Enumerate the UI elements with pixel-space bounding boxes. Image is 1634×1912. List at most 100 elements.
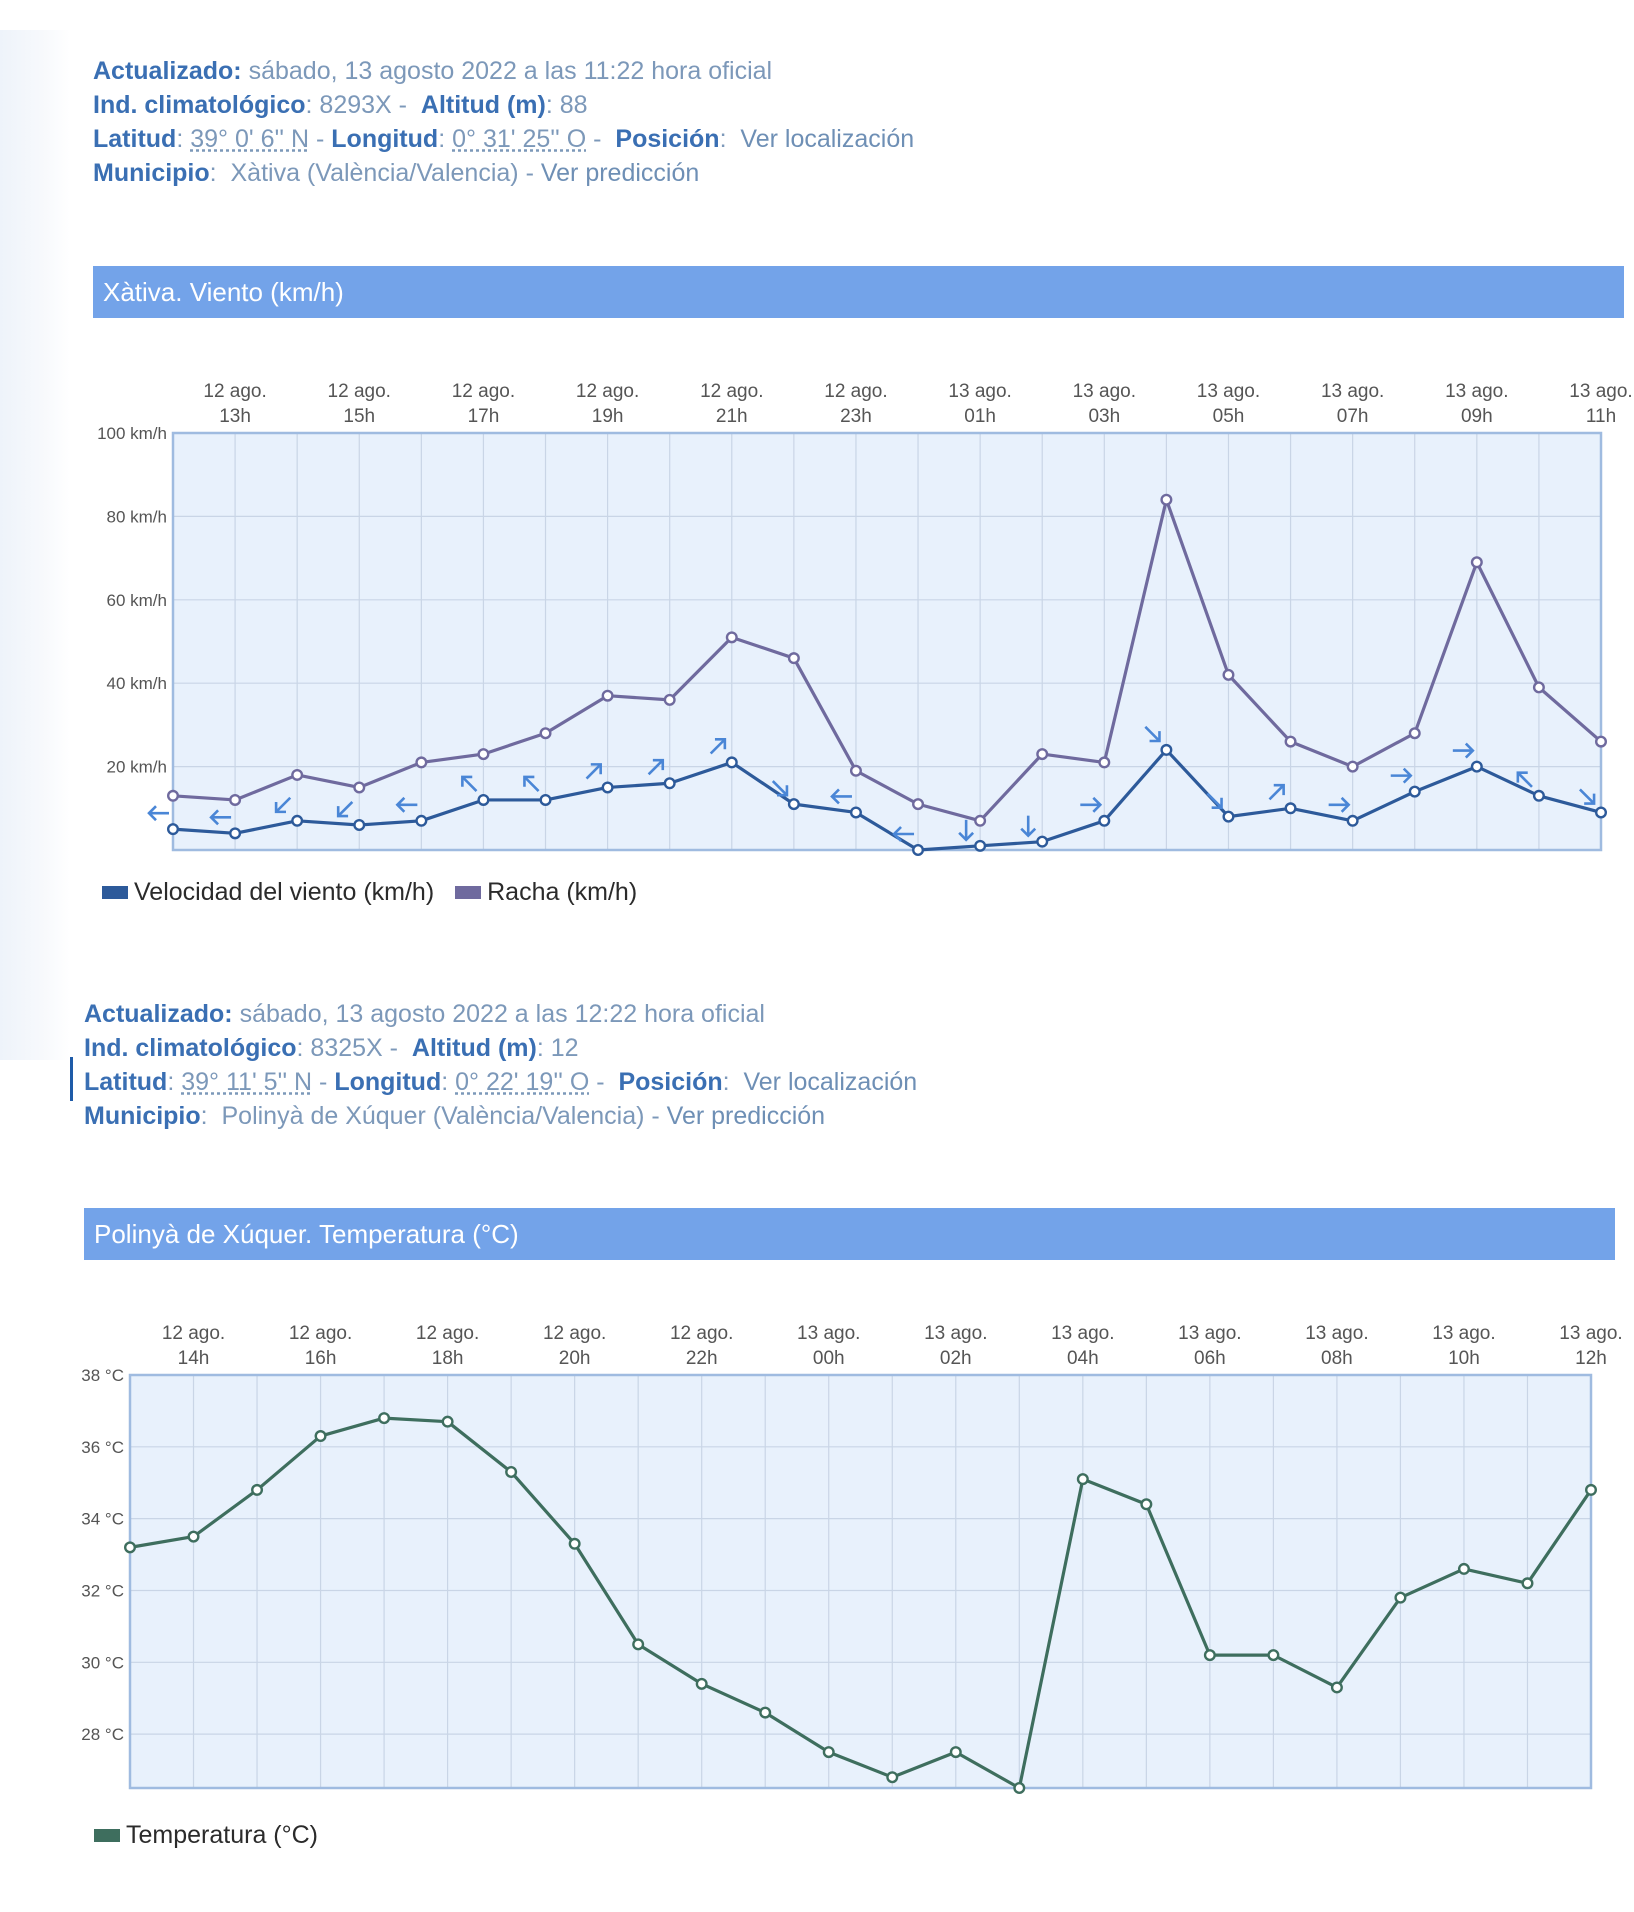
wind-direction-arrow bbox=[523, 775, 540, 792]
station-info-xativa: Actualizado: sábado, 13 agosto 2022 a la… bbox=[93, 54, 914, 190]
updated-line: Actualizado: sábado, 13 agosto 2022 a la… bbox=[84, 1000, 765, 1028]
data-point-2 bbox=[725, 631, 738, 644]
arrow-head bbox=[1402, 767, 1413, 784]
data-point-1 bbox=[1036, 835, 1049, 848]
series-line-1 bbox=[129, 1416, 1593, 1790]
x-tick-label: 17h bbox=[468, 406, 500, 427]
arrow-head bbox=[395, 796, 406, 813]
data-point-1 bbox=[759, 1706, 772, 1719]
x-tick-label: 13 ago. bbox=[1073, 381, 1136, 402]
x-tick-label: 12 ago. bbox=[824, 381, 887, 402]
ver-localizacion-link[interactable]: Ver localización bbox=[740, 125, 915, 153]
data-point-1 bbox=[725, 756, 738, 769]
data-point-2 bbox=[1036, 748, 1049, 761]
wind-direction-arrow bbox=[461, 775, 478, 792]
y-tick-label: 36 °C bbox=[81, 1438, 124, 1457]
data-point-2 bbox=[974, 814, 987, 827]
municipality-link[interactable]: Polinyà de Xúquer (València/Valencia) bbox=[221, 1102, 645, 1130]
data-point-2 bbox=[415, 756, 428, 769]
arrow-head bbox=[209, 809, 220, 826]
ver-prediccion-link[interactable]: Ver predicción bbox=[540, 159, 700, 187]
wind-direction-arrow bbox=[274, 796, 292, 814]
arrow-shaft bbox=[461, 775, 478, 792]
arrow-shaft bbox=[1268, 784, 1285, 801]
data-point-1 bbox=[886, 1771, 899, 1784]
climatological-line: Ind. climatológico: 8293X - Altitud (m):… bbox=[93, 91, 588, 119]
temperature-chart: 28 °C 30 °C 32 °C 34 °C 36 °C 38 °C 12 ago. 14h… bbox=[81, 1323, 1623, 1795]
x-tick-label: 13 ago. bbox=[924, 1323, 987, 1344]
arrow-head bbox=[1340, 796, 1351, 813]
y-tick-label: 100 km/h bbox=[97, 424, 167, 443]
arrow-head bbox=[777, 785, 789, 797]
data-point-1 bbox=[1470, 760, 1483, 773]
arrow-head bbox=[1584, 793, 1596, 805]
latitude-value: 39° 0' 6'' N bbox=[190, 125, 310, 153]
wind-direction-arrow bbox=[585, 763, 602, 780]
data-point-1 bbox=[1203, 1649, 1216, 1662]
data-point-1 bbox=[539, 793, 552, 806]
y-tick-label: 38 °C bbox=[81, 1366, 124, 1385]
wind-direction-arrow bbox=[1579, 788, 1596, 805]
arrow-head bbox=[1273, 783, 1285, 796]
y-tick-label: 60 km/h bbox=[107, 591, 167, 610]
data-point-2 bbox=[787, 652, 800, 665]
x-tick-label: 23h bbox=[840, 406, 872, 427]
legend-item-gust[interactable]: Racha (km/h) bbox=[451, 878, 637, 906]
latitude-value: 39° 11' 5'' N bbox=[181, 1068, 313, 1096]
ver-prediccion-link[interactable]: Ver predicción bbox=[666, 1102, 826, 1130]
municipality-link[interactable]: Xàtiva (València/Valencia) bbox=[230, 159, 519, 187]
arrow-head bbox=[461, 775, 473, 787]
legend-swatch-gust bbox=[455, 886, 482, 899]
x-tick-label: 09h bbox=[1461, 406, 1493, 427]
x-tick-label: 12 ago. bbox=[576, 381, 639, 402]
arrow-shaft bbox=[709, 738, 726, 755]
y-tick-label: 40 km/h bbox=[107, 674, 167, 693]
municipality-line: Municipio: Xàtiva (València/Valencia) - … bbox=[93, 159, 700, 187]
wind-direction-arrow bbox=[336, 800, 354, 818]
ver-localizacion-link[interactable]: Ver localización bbox=[743, 1068, 918, 1096]
wind-direction-arrow bbox=[147, 805, 169, 822]
arrow-head bbox=[523, 775, 535, 787]
longitude-value: 0° 31' 25'' O bbox=[452, 125, 587, 153]
data-point-1 bbox=[291, 814, 304, 827]
x-tick-label: 13h bbox=[219, 406, 251, 427]
x-tick-label: 06h bbox=[1194, 1348, 1226, 1369]
legend-item-temperature[interactable]: Temperatura (°C) bbox=[90, 1821, 318, 1849]
x-tick-label: 12 ago. bbox=[328, 381, 391, 402]
arrow-shaft bbox=[647, 759, 664, 776]
x-tick-label: 12 ago. bbox=[203, 381, 266, 402]
arrow-shaft bbox=[275, 796, 292, 813]
data-point-1 bbox=[1284, 802, 1297, 815]
x-tick-label: 13 ago. bbox=[1445, 381, 1508, 402]
plot-border bbox=[128, 1373, 1593, 1790]
data-point-2 bbox=[353, 781, 366, 794]
data-point-2 bbox=[1408, 727, 1421, 740]
legend-swatch-temperature bbox=[94, 1829, 120, 1842]
arrow-head bbox=[1464, 742, 1475, 759]
data-point-2 bbox=[1532, 681, 1545, 694]
arrow-head bbox=[147, 805, 157, 822]
left-accent-bar bbox=[70, 1057, 73, 1101]
data-point-1 bbox=[123, 1541, 136, 1554]
x-tick-label: 12h bbox=[1575, 1348, 1607, 1369]
data-point-1 bbox=[568, 1537, 581, 1550]
plot-background bbox=[173, 433, 1601, 850]
data-point-1 bbox=[1160, 743, 1173, 756]
data-point-1 bbox=[1140, 1498, 1153, 1511]
data-point-1 bbox=[1594, 806, 1607, 819]
coordinates-line: Latitud: 39° 11' 5'' N - Longitud: 0° 22… bbox=[84, 1068, 918, 1096]
data-point-1 bbox=[1267, 1649, 1280, 1662]
data-point-1 bbox=[663, 777, 676, 790]
plot-border bbox=[171, 431, 1603, 852]
left-decoration bbox=[0, 30, 70, 1060]
arrow-head bbox=[1020, 827, 1037, 838]
x-tick-label: 18h bbox=[432, 1348, 464, 1369]
data-point-1 bbox=[1408, 785, 1421, 798]
wind-direction-arrow bbox=[892, 826, 915, 842]
data-point-1 bbox=[166, 823, 179, 836]
arrow-head bbox=[1149, 731, 1161, 743]
data-point-2 bbox=[912, 798, 925, 811]
arrow-head bbox=[892, 826, 902, 842]
legend-item-wind-speed[interactable]: Velocidad del viento (km/h) bbox=[98, 878, 434, 906]
wind-direction-arrow bbox=[1452, 742, 1475, 759]
